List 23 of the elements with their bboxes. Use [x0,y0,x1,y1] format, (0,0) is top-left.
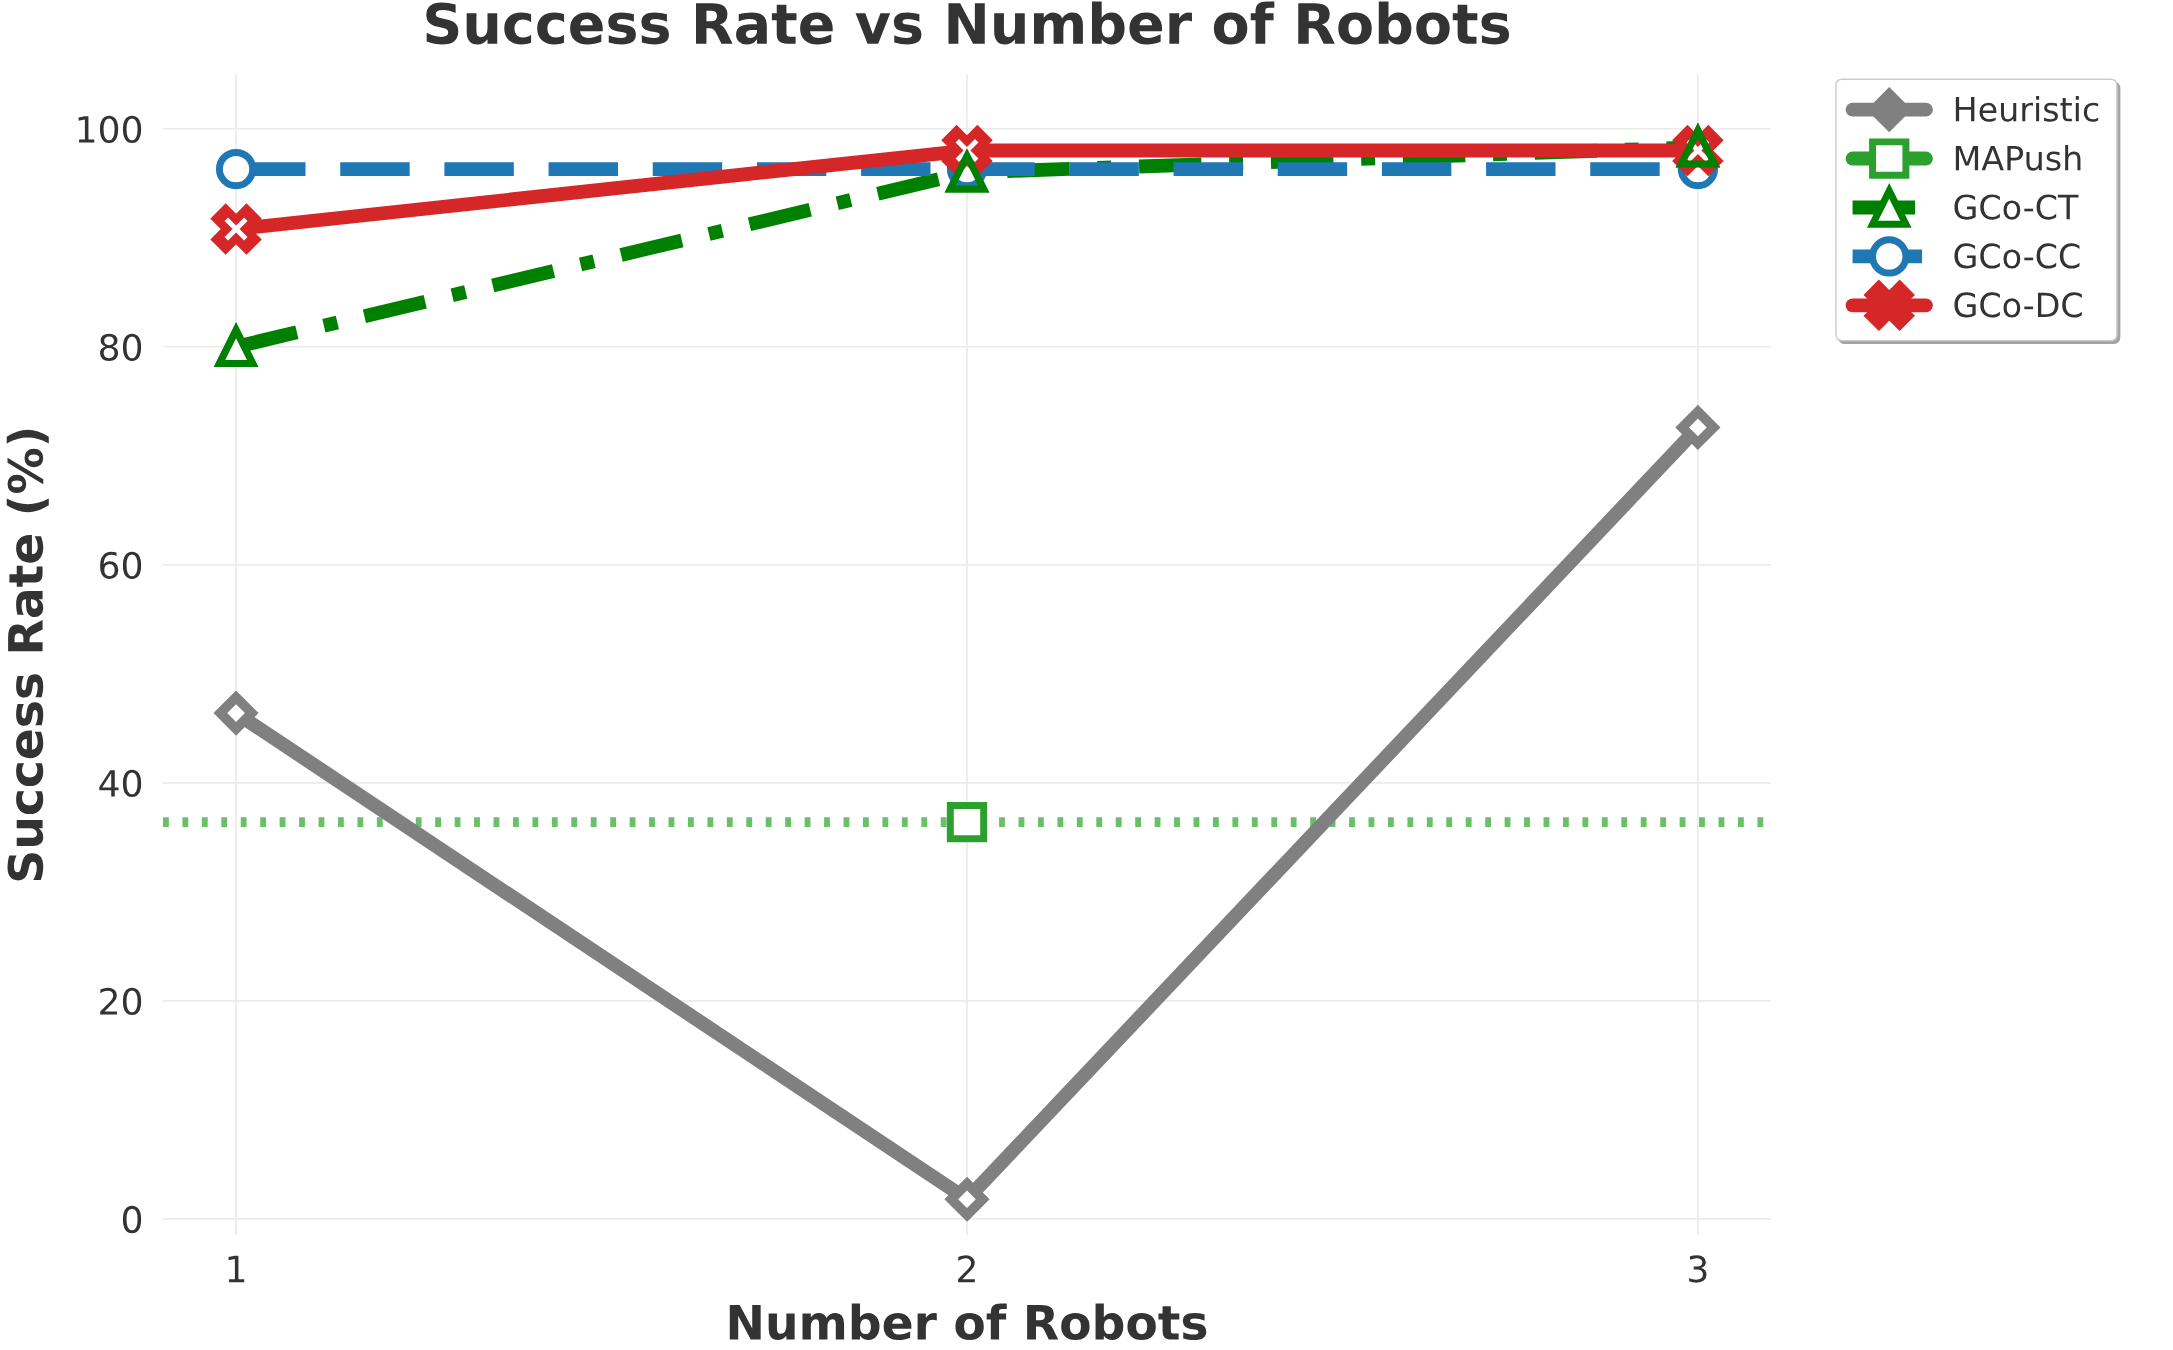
point [211,204,261,254]
y-tick-label: 60 [100,551,142,580]
y-tick-label: 20 [100,987,142,1016]
y-tick-label: 40 [99,769,142,798]
y-tick-label: 0 [122,1205,142,1234]
x-tick-label: 3 [1689,1255,1707,1283]
point [215,148,257,190]
point [946,801,988,843]
legend-label: Heuristic [1955,95,2099,122]
y-tick-label: 80 [100,333,142,362]
legend-label: GCo-CT [1954,194,2079,220]
y-tick-label: 100 [78,115,142,143]
point [214,691,258,735]
point [945,1178,989,1221]
x-axis-title: Number of Robots [729,1303,1207,1341]
legend-label: MAPush [1955,144,2081,171]
legend-label: GCo-CC [1954,243,2080,269]
x-tick-label: 1 [228,1255,245,1283]
chart-title: Success Rate vs Number of Robots [426,1,1510,45]
y-axis-title: Success Rate (%) [6,429,49,881]
x-tick-label: 2 [958,1255,975,1283]
legend-label: GCo-DC [1954,292,2082,318]
point [1676,406,1720,449]
